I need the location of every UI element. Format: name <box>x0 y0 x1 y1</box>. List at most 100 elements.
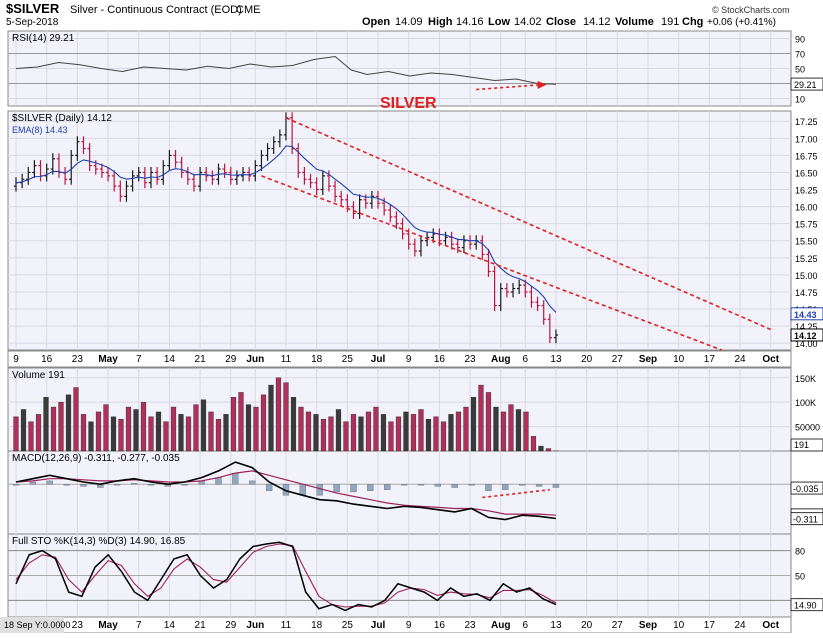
macd-histogram-bar <box>334 484 340 492</box>
volume-bar <box>66 395 71 451</box>
x-tick-label-bottom: 27 <box>612 620 624 631</box>
x-tick-label: Oct <box>762 354 779 365</box>
volume-bar <box>299 407 304 451</box>
volume-bar <box>449 414 454 451</box>
high-label: High <box>428 16 453 28</box>
macd-histogram-bar <box>131 483 137 484</box>
volume-bar <box>36 414 41 451</box>
close-label: Close <box>546 16 576 28</box>
open-label: Open <box>362 16 390 28</box>
x-tick-label-bottom: 17 <box>704 620 716 631</box>
macd-histogram-bar <box>469 484 475 485</box>
price-tick-label: 15.00 <box>795 271 818 281</box>
volume-bar <box>81 414 86 451</box>
volume-bar <box>509 405 514 451</box>
volume-bar <box>531 436 536 451</box>
x-tick-label: 16 <box>41 354 53 365</box>
x-tick-label: 20 <box>581 354 593 365</box>
macd-histogram-bar <box>47 481 53 484</box>
volume-bar <box>224 414 229 451</box>
volume-bar <box>321 419 326 451</box>
volume-bar <box>104 405 109 451</box>
volume-bar <box>156 412 161 451</box>
rsi-tick-label: 90 <box>795 35 805 45</box>
x-tick-label-bottom: 25 <box>342 620 354 631</box>
x-tick-label-bottom: Aug <box>491 620 510 631</box>
x-tick-label: Sep <box>639 354 657 365</box>
x-tick-label: 17 <box>704 354 716 365</box>
close-value: 14.12 <box>583 16 611 28</box>
x-tick-label: 9 <box>406 354 412 365</box>
cursor-readout: 18 Sep Y:0.0000 <box>4 620 70 630</box>
macd-histogram-bar <box>367 484 373 491</box>
price-tick-label: 16.25 <box>795 186 818 196</box>
volume-value: 191 <box>661 16 679 28</box>
x-tick-label: 25 <box>342 354 354 365</box>
x-tick-label-bottom: 6 <box>523 620 529 631</box>
macd-histogram-bar <box>300 484 306 495</box>
x-tick-label: 21 <box>195 354 207 365</box>
volume-bar <box>434 417 439 451</box>
rsi-tick-label: 50 <box>795 65 805 75</box>
macd-histogram-bar <box>80 484 86 486</box>
volume-bar <box>366 412 371 451</box>
macd-histogram-bar <box>266 484 272 491</box>
x-tick-label-bottom: 9 <box>406 620 412 631</box>
macd-histogram-bar <box>64 484 70 485</box>
macd-histogram-bar <box>418 484 424 485</box>
x-tick-label: Jul <box>371 354 386 365</box>
macd-flag-label: -0.035 <box>793 484 819 494</box>
volume-bar <box>284 383 289 451</box>
description: Silver - Continuous Contract (EOD) <box>70 4 242 16</box>
x-tick-label: May <box>98 354 118 365</box>
macd-histogram-bar <box>502 484 508 490</box>
volume-bar <box>126 407 131 451</box>
volume-bar <box>374 407 379 451</box>
chart-date: 5-Sep-2018 <box>6 17 59 28</box>
x-tick-label-bottom: 23 <box>72 620 84 631</box>
volume-bar <box>171 407 176 451</box>
volume-bar <box>329 417 334 451</box>
x-tick-label-bottom: 20 <box>581 620 593 631</box>
macd-histogram-bar <box>148 484 154 485</box>
x-tick-label-bottom: Jun <box>246 620 264 631</box>
volume-bar <box>14 417 19 451</box>
price-tick-label: 15.50 <box>795 237 818 247</box>
volume-bar <box>51 407 56 451</box>
volume-bar <box>501 412 506 451</box>
silver-annotation: SILVER <box>380 95 437 112</box>
x-tick-label: Jun <box>246 354 264 365</box>
x-tick-label-bottom: 23 <box>465 620 477 631</box>
macd-flag-label: -0.311 <box>793 515 818 525</box>
volume-bar <box>396 417 401 451</box>
macd-histogram-bar <box>435 484 441 486</box>
x-tick-label-bottom: May <box>98 620 118 631</box>
price-tick-label: 16.50 <box>795 168 818 178</box>
volume-bar <box>179 414 184 451</box>
macd-histogram-bar <box>30 482 36 484</box>
volume-bar <box>239 392 244 451</box>
price-tick-label: 15.75 <box>795 220 818 230</box>
rsi-tick-label: 10 <box>795 95 805 105</box>
x-tick-label-bottom: 16 <box>434 620 446 631</box>
macd-histogram-bar <box>13 484 19 485</box>
volume-bar <box>149 417 154 451</box>
price-tick-label: 15.25 <box>795 254 818 264</box>
volume-bar <box>261 395 266 451</box>
volume-flag-label: 191 <box>794 440 809 450</box>
chg-label: Chg <box>682 16 703 28</box>
price-tick-label: 17.00 <box>795 134 818 144</box>
macd-histogram-bar <box>384 484 390 490</box>
volume-bar <box>231 397 236 451</box>
x-tick-label-bottom: 13 <box>550 620 562 631</box>
x-tick-label: 7 <box>136 354 142 365</box>
volume-bar <box>471 397 476 451</box>
macd-histogram-bar <box>249 481 255 484</box>
volume-tick-label: 150K <box>795 374 816 384</box>
x-tick-label: 18 <box>311 354 323 365</box>
x-tick-label: 27 <box>612 354 624 365</box>
macd-histogram-bar <box>114 484 120 485</box>
x-tick-label: 14 <box>164 354 176 365</box>
close-flag-label: 14.12 <box>794 331 817 341</box>
